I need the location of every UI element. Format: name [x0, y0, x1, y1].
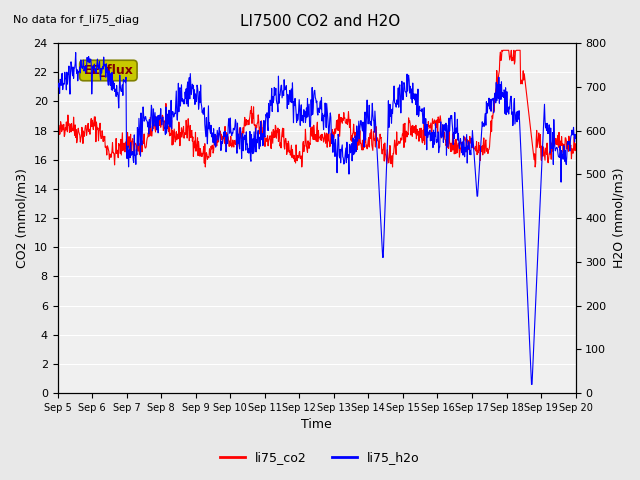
- Text: EE_flux: EE_flux: [83, 64, 133, 77]
- Legend: li75_co2, li75_h2o: li75_co2, li75_h2o: [215, 446, 425, 469]
- Y-axis label: H2O (mmol/m3): H2O (mmol/m3): [612, 168, 625, 268]
- Y-axis label: CO2 (mmol/m3): CO2 (mmol/m3): [15, 168, 28, 268]
- Text: No data for f_li75_diag: No data for f_li75_diag: [13, 14, 139, 25]
- X-axis label: Time: Time: [301, 419, 332, 432]
- Text: LI7500 CO2 and H2O: LI7500 CO2 and H2O: [240, 14, 400, 29]
